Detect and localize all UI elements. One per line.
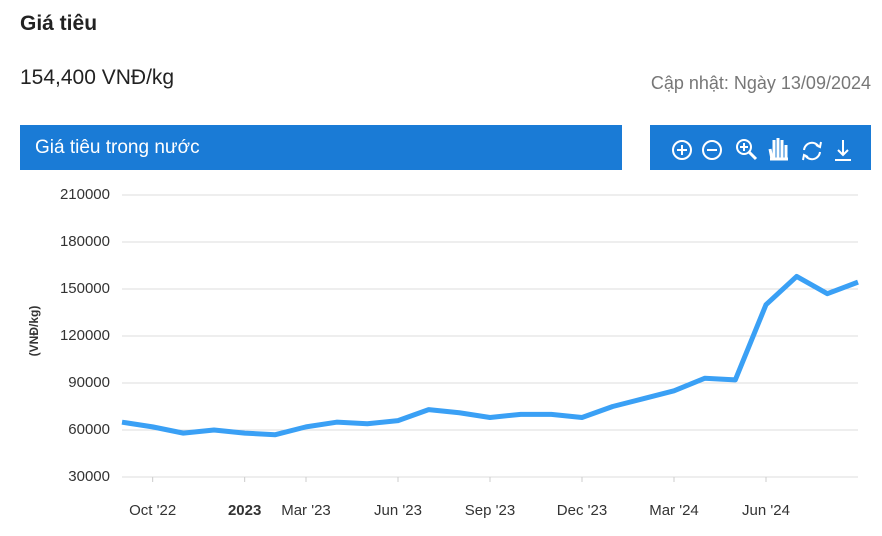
zoom-select-button[interactable] <box>736 139 758 161</box>
download-button[interactable] <box>835 140 851 161</box>
x-tick-label: Jun '23 <box>374 502 422 519</box>
y-tick-label: 180000 <box>60 233 110 250</box>
pan-button[interactable] <box>768 138 788 161</box>
zoom-out-button[interactable] <box>702 140 722 160</box>
reset-button[interactable] <box>802 141 822 161</box>
update-date: Cập nhật: Ngày 13/09/2024 <box>650 73 871 93</box>
y-tick-label: 30000 <box>68 468 110 485</box>
chart: (VNĐ/kg) 30000 60000 90000 120000 150000 1800… <box>27 186 859 519</box>
y-axis-title: (VNĐ/kg) <box>27 306 41 357</box>
y-tick-label: 120000 <box>60 327 110 344</box>
y-tick-label: 60000 <box>68 421 110 438</box>
x-tick-label: Dec '23 <box>557 502 607 519</box>
price-line <box>121 273 859 438</box>
section-bar: Giá tiêu trong nước <box>20 125 622 170</box>
toolbar <box>650 125 871 170</box>
current-price: 154,400 VNĐ/kg <box>20 66 175 89</box>
zoom-in-button[interactable] <box>672 140 692 160</box>
y-tick-label: 210000 <box>60 186 110 203</box>
page-title: Giá tiêu <box>20 12 98 35</box>
y-tick-label: 150000 <box>60 280 110 297</box>
x-tick-label: Jun '24 <box>742 502 790 519</box>
x-tick-label: Sep '23 <box>465 502 515 519</box>
x-tick-label: Mar '23 <box>281 502 331 519</box>
y-tick-label: 90000 <box>68 374 110 391</box>
toolbar-icons <box>672 138 851 161</box>
x-tick-label: 2023 <box>228 502 261 519</box>
x-tick-label: Oct '22 <box>129 502 176 519</box>
x-tick-label: Mar '24 <box>649 502 699 519</box>
